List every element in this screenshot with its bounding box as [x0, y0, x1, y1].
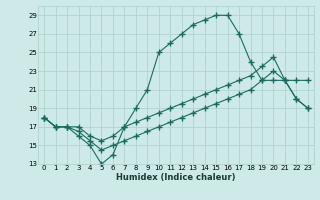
X-axis label: Humidex (Indice chaleur): Humidex (Indice chaleur) [116, 173, 236, 182]
